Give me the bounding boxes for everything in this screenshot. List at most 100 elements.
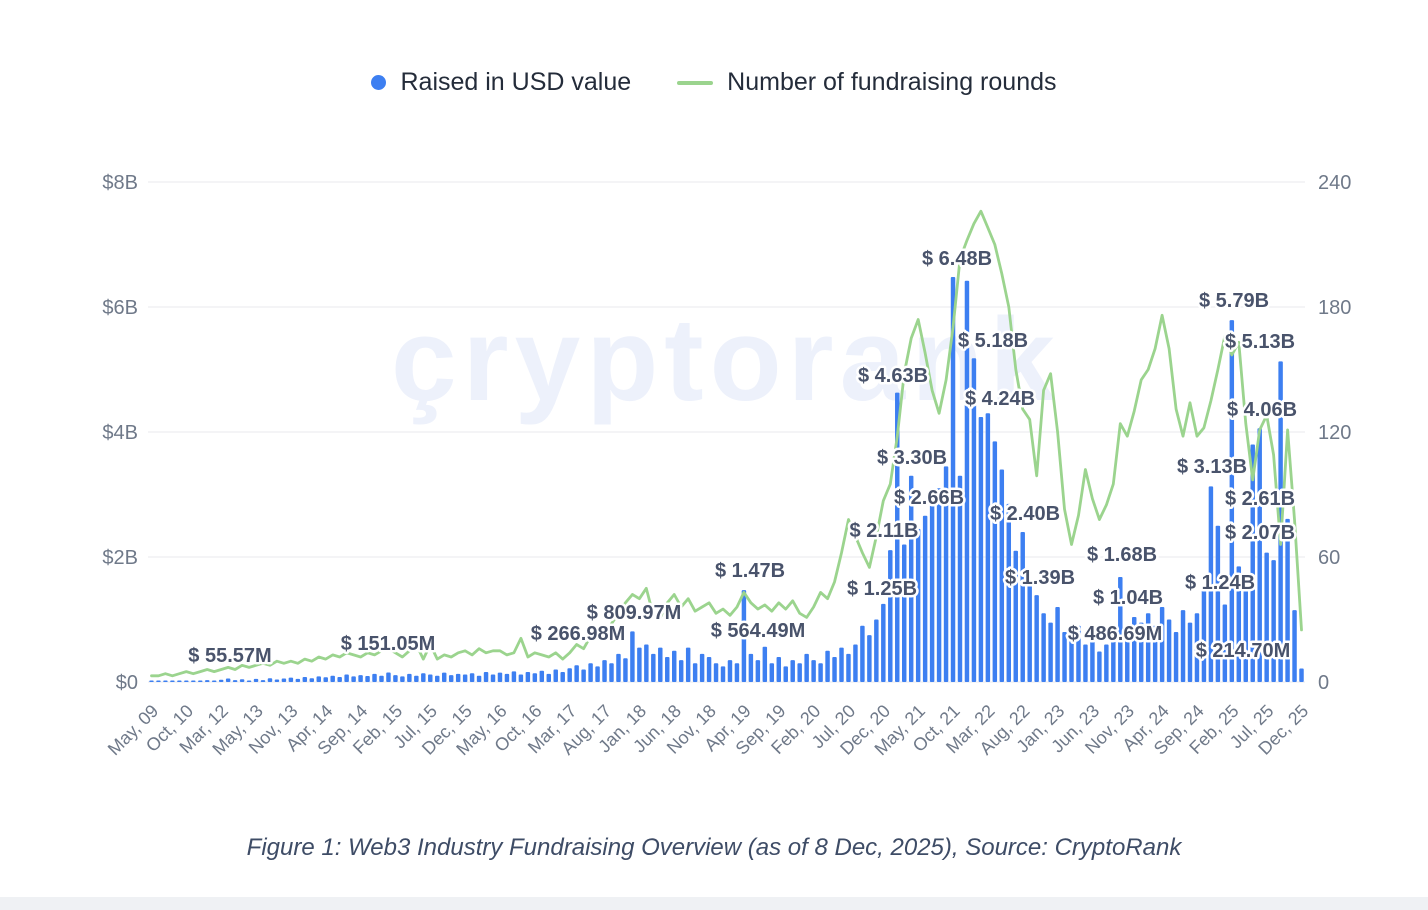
- raised-bar: [1166, 619, 1172, 682]
- raised-bar: [1299, 668, 1304, 682]
- legend-label-raised: Raised in USD value: [400, 68, 632, 96]
- raised-bar: [386, 672, 391, 682]
- raised-bar: [1152, 625, 1158, 682]
- data-label: $ 2.40B: [990, 503, 1060, 525]
- raised-bar: [658, 647, 663, 683]
- raised-bar: [692, 663, 698, 682]
- raised-bar: [198, 680, 203, 682]
- raised-bar: [428, 674, 433, 682]
- raised-bar: [1020, 532, 1025, 682]
- raised-bar: [1222, 604, 1228, 682]
- raised-bar: [330, 675, 335, 682]
- raised-bar: [1215, 525, 1221, 682]
- legend-item-rounds: Number of fundraising rounds: [677, 68, 1057, 97]
- raised-bar: [595, 666, 600, 683]
- legend-label-rounds: Number of fundraising rounds: [727, 68, 1057, 96]
- raised-bar: [839, 647, 844, 683]
- raised-bar: [316, 676, 321, 683]
- data-label: $ 3.13B: [1177, 456, 1247, 478]
- raised-bar: [337, 677, 342, 682]
- rounds-line: [150, 209, 1303, 678]
- raised-bar: [205, 680, 210, 683]
- data-label: $ 4.63B: [858, 365, 928, 387]
- raised-bar: [929, 497, 935, 683]
- raised-bar: [748, 653, 754, 683]
- data-label: $ 1.04B: [1093, 587, 1163, 609]
- raised-bar: [574, 665, 579, 682]
- data-label: $ 2.61B: [1225, 488, 1295, 510]
- raised-bar: [699, 653, 705, 683]
- raised-bar: [441, 672, 447, 683]
- y-left-tick-label: $8B: [102, 172, 138, 194]
- raised-bar: [407, 673, 412, 683]
- raised-bar: [1041, 613, 1046, 682]
- raised-bar: [762, 646, 768, 682]
- raised-series-dot-icon: [371, 75, 387, 90]
- raised-bar: [1083, 644, 1088, 682]
- raised-bar: [435, 675, 440, 682]
- raised-bar: [1180, 610, 1186, 683]
- raised-bar: [281, 678, 287, 682]
- raised-bar: [225, 678, 231, 682]
- raised-bar: [1173, 632, 1179, 682]
- raised-bar: [1027, 582, 1032, 682]
- data-label: $ 4.24B: [965, 388, 1035, 410]
- raised-bar: [637, 647, 642, 683]
- raised-bar: [1208, 486, 1214, 683]
- data-label: $ 2.66B: [894, 487, 964, 509]
- raised-bar: [1264, 552, 1269, 683]
- raised-bar: [783, 666, 788, 683]
- raised-bar: [832, 657, 837, 682]
- legend-item-raised: Raised in USD value: [371, 68, 631, 97]
- raised-bar: [874, 619, 879, 682]
- raised-bar: [365, 676, 370, 682]
- raised-bar: [720, 666, 726, 683]
- raised-bar: [400, 676, 405, 683]
- raised-bar: [644, 644, 649, 682]
- raised-bar: [448, 675, 454, 683]
- raised-bar: [546, 673, 551, 683]
- raised-bar: [755, 660, 761, 683]
- bottom-strip: [0, 897, 1428, 910]
- watermark-text: çryptorank: [391, 294, 1061, 426]
- raised-bar: [797, 663, 802, 682]
- raised-bar: [295, 678, 301, 683]
- y-right-tick-label: 180: [1318, 297, 1351, 319]
- raised-bar: [462, 674, 468, 682]
- raised-bar: [713, 663, 719, 682]
- raised-bar: [1138, 622, 1144, 683]
- raised-bar: [302, 677, 308, 682]
- raised-bar: [511, 671, 517, 683]
- raised-bar: [358, 675, 363, 683]
- raised-bar: [246, 680, 252, 682]
- raised-bar: [518, 674, 524, 682]
- raised-bar: [267, 678, 273, 682]
- raised-bar: [323, 677, 328, 682]
- y-left-tick-label: $0: [116, 672, 138, 694]
- raised-bar: [678, 660, 684, 683]
- raised-bar: [811, 660, 816, 683]
- raised-bar: [651, 653, 656, 683]
- raised-bar: [1006, 503, 1012, 683]
- raised-bar: [616, 653, 621, 683]
- raised-bar: [818, 663, 823, 682]
- raised-bar: [846, 653, 851, 683]
- raised-bar: [1034, 595, 1039, 683]
- y-right-tick-label: 240: [1318, 172, 1351, 194]
- chart-legend: Raised in USD value Number of fundraisin…: [0, 68, 1428, 97]
- raised-bar: [379, 675, 384, 682]
- raised-bar: [706, 657, 712, 682]
- raised-bar: [895, 392, 900, 683]
- data-label: $ 1.68B: [1087, 544, 1157, 566]
- y-right-tick-label: 0: [1318, 672, 1329, 694]
- raised-bar: [672, 650, 677, 682]
- raised-bar: [915, 528, 921, 683]
- raised-bar: [588, 663, 593, 682]
- data-label: $ 486.69M: [1068, 623, 1163, 645]
- raised-bar: [769, 663, 775, 682]
- raised-bar: [734, 663, 740, 682]
- data-label: $ 5.79B: [1199, 290, 1269, 312]
- raised-bar: [490, 674, 496, 682]
